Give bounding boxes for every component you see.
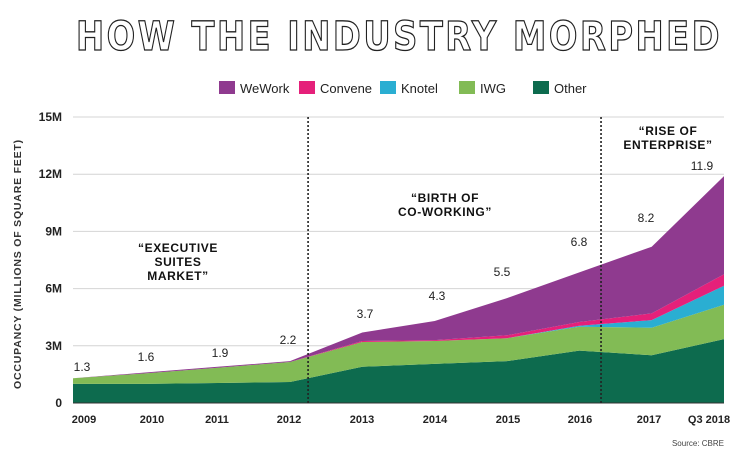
y-tick-label: 9M (45, 224, 62, 238)
era-annotations: “EXECUTIVE SUITES MARKET” “BIRTH OF CO-WORKI… (138, 124, 712, 283)
total-value-labels: 1.3 1.6 1.9 2.2 3.7 4.3 5.5 6.8 8.2 11.9 (74, 159, 714, 374)
area-iwg (73, 304, 724, 384)
data-label: 4.3 (429, 289, 446, 303)
legend-label-iwg: IWG (480, 81, 506, 96)
x-tick-label: 2011 (205, 414, 229, 426)
data-label: 8.2 (638, 211, 655, 225)
era-annotation-1: “EXECUTIVE SUITES MARKET” (138, 241, 218, 283)
area-other (73, 339, 724, 403)
stacked-areas (73, 176, 724, 404)
legend-swatch-knotel (380, 81, 396, 94)
x-tick-label: 2015 (496, 414, 520, 426)
x-axis-ticks: 2009 2010 2011 2012 2013 2014 2015 2016 2017 Q3 2… (72, 414, 730, 426)
y-tick-label: 12M (39, 167, 62, 181)
y-tick-label: 3M (45, 339, 62, 353)
y-tick-label: 15M (39, 110, 62, 124)
data-label: 2.2 (280, 333, 297, 347)
x-tick-label: 2014 (423, 414, 448, 426)
chart-title: HOW THE INDUSTRY MORPHED (76, 14, 722, 60)
era-annotation-2: “BIRTH OF CO-WORKING” (398, 191, 492, 219)
legend-label-wework: WeWork (240, 81, 290, 96)
annotation-line: MARKET” (147, 269, 209, 283)
data-label: 1.6 (138, 350, 155, 364)
annotation-line: “EXECUTIVE (138, 241, 218, 255)
legend-swatch-convene (299, 81, 315, 94)
data-label: 1.9 (212, 346, 229, 360)
y-tick-label: 0 (55, 396, 62, 410)
legend: WeWork Convene Knotel IWG Other (219, 81, 587, 96)
y-axis-title: OCCUPANCY (MILLIONS OF SQUARE FEET) (12, 139, 24, 389)
data-label: 1.3 (74, 360, 91, 374)
data-label: 3.7 (357, 307, 374, 321)
data-label: 6.8 (571, 235, 588, 249)
annotation-line: ENTERPRISE” (623, 138, 712, 152)
x-tick-label: 2017 (637, 414, 661, 426)
x-tick-label: 2013 (350, 414, 374, 426)
x-tick-label: 2016 (568, 414, 592, 426)
area-wework (73, 176, 724, 379)
annotation-line: “BIRTH OF (411, 191, 479, 205)
data-label: 5.5 (494, 265, 511, 279)
annotation-line: CO-WORKING” (398, 205, 492, 219)
legend-swatch-other (533, 81, 549, 94)
legend-label-knotel: Knotel (401, 81, 438, 96)
legend-swatch-iwg (459, 81, 475, 94)
era-annotation-3: “RISE OF ENTERPRISE” (623, 124, 712, 152)
legend-label-convene: Convene (320, 81, 372, 96)
y-tick-label: 6M (45, 282, 62, 296)
x-tick-label: Q3 2018 (688, 414, 730, 426)
x-tick-label: 2012 (277, 414, 301, 426)
x-tick-label: 2010 (140, 414, 164, 426)
y-axis-ticks: 0 3M 6M 9M 12M 15M (39, 110, 63, 410)
source-note: Source: CBRE (672, 439, 724, 448)
annotation-line: “RISE OF (639, 124, 698, 138)
data-label: 11.9 (691, 159, 714, 173)
x-tick-label: 2009 (72, 414, 96, 426)
legend-label-other: Other (554, 81, 587, 96)
legend-swatch-wework (219, 81, 235, 94)
annotation-line: SUITES (155, 255, 202, 269)
